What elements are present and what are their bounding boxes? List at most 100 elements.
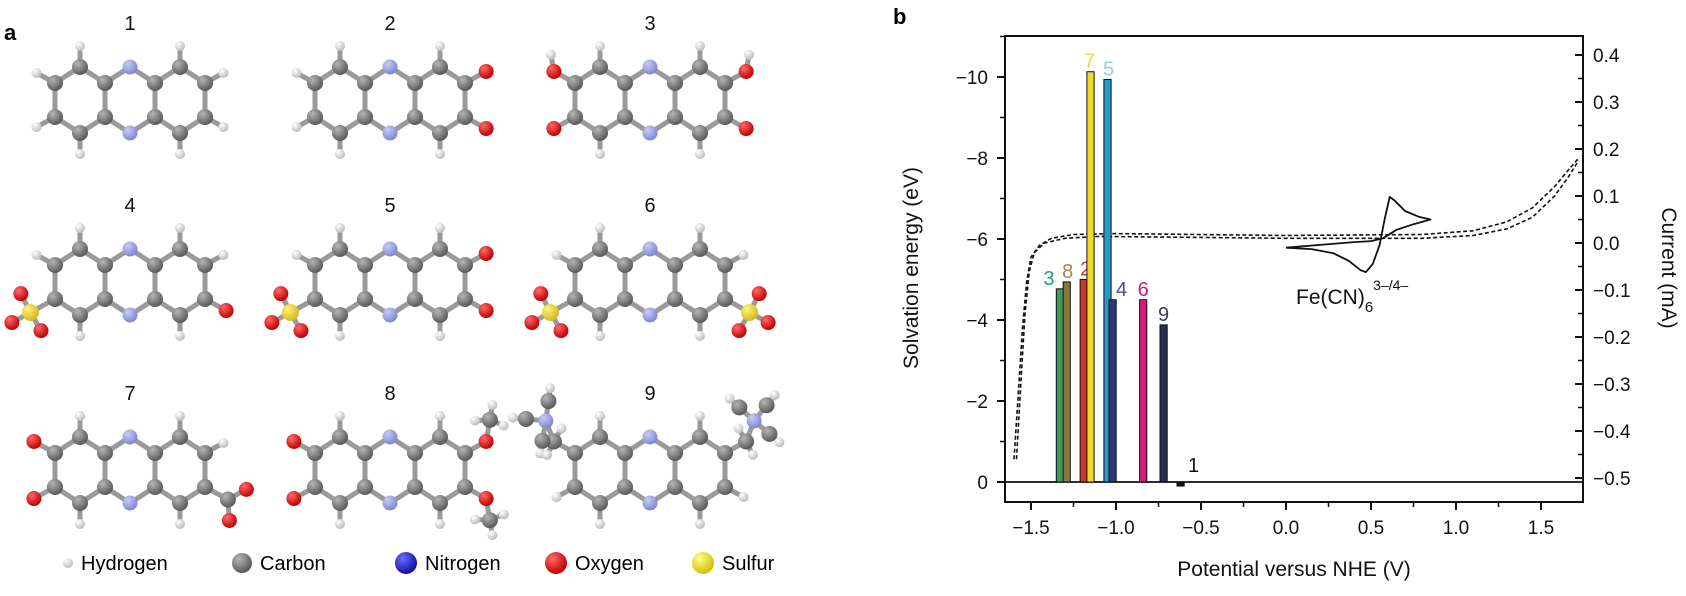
- molecule-label: 8: [384, 383, 395, 405]
- hydrogen-atom: [595, 149, 605, 159]
- carbon-atom: [692, 59, 708, 75]
- nitrogen-atom: [122, 59, 138, 75]
- legend-item-oxygen: Oxygen: [545, 552, 644, 575]
- carbon-atom: [357, 109, 373, 125]
- hydrogen-atom: [435, 331, 445, 341]
- atom-legend: Hydrogen Carbon Nitrogen Oxygen Sulfur: [63, 552, 775, 575]
- y2-tick-label: −0.5: [1593, 469, 1631, 490]
- panel-b: b 3 8 27 54 691 −1.5 −1.0 −0.5 0.0 0.5 1.0 1.5−10−…: [893, 4, 1680, 581]
- nitrogen-atom: [642, 241, 658, 257]
- hydrogen-atom: [435, 41, 445, 51]
- hydrogen-atom: [695, 411, 705, 421]
- carbon-atom: [147, 75, 163, 91]
- carbon-atom: [307, 109, 323, 125]
- fe-cn-cv-curve: [1285, 195, 1432, 274]
- hydrogen-atom: [545, 49, 556, 60]
- oxygen-atom: [760, 315, 776, 331]
- bar-2: [1079, 279, 1088, 483]
- carbon-atom: [357, 75, 373, 91]
- x-axis-label: Potential versus NHE (V): [1177, 558, 1410, 581]
- carbon-atom: [407, 445, 423, 461]
- oxygen-atom: [524, 315, 540, 331]
- y2-tick-label: −0.4: [1593, 422, 1631, 443]
- nitrogen-atom: [122, 495, 138, 511]
- oxygen-atom: [478, 63, 494, 79]
- carbon-atom: [197, 257, 213, 273]
- sulfur-atom: [281, 303, 299, 321]
- carbon-atom: [481, 411, 498, 428]
- y-tick-label: −4: [966, 311, 988, 332]
- molecule-label: 2: [384, 13, 395, 35]
- carbon-atom: [97, 445, 113, 461]
- oxygen-atom: [546, 121, 562, 137]
- hydrogen-atom: [738, 249, 749, 260]
- carbon-atom: [307, 257, 323, 273]
- hydrogen-atom: [291, 67, 302, 78]
- oxygen-atom: [478, 245, 494, 261]
- bar-4: [1108, 299, 1117, 483]
- carbon-atom: [357, 291, 373, 307]
- dashed-cv-curve: [1013, 157, 1580, 460]
- hydrogen-atom: [551, 249, 562, 260]
- carbon-atom: [172, 429, 188, 445]
- carbon-atom: [357, 479, 373, 495]
- x-tick-label: −1.5: [1012, 518, 1050, 539]
- hydrogen-atom: [175, 331, 185, 341]
- hydrogen-atom: [733, 423, 744, 434]
- oxygen-atom: [731, 323, 747, 339]
- y2-tick-label: 0.4: [1593, 46, 1620, 67]
- hydrogen-atom: [595, 411, 605, 421]
- y-axis-label: Solvation energy (eV): [900, 167, 923, 369]
- oxygen-atom: [264, 315, 280, 331]
- hydrogen-atom: [31, 249, 42, 260]
- carbon-atom: [717, 445, 733, 461]
- bar-label-9: 9: [1158, 304, 1169, 326]
- y-tick-label: −10: [956, 68, 988, 89]
- legend-label: Sulfur: [722, 553, 775, 575]
- carbon-atom: [540, 393, 557, 410]
- carbon-atom: [357, 445, 373, 461]
- hydrogen-atom: [595, 41, 605, 51]
- oxygen-atom: [218, 303, 234, 319]
- oxygen-atom: [26, 491, 42, 507]
- hydrogen-atom: [498, 420, 509, 431]
- hydrogen-atom: [335, 411, 345, 421]
- legend-label: Carbon: [260, 553, 326, 575]
- carbon-atom: [332, 125, 348, 141]
- bar-label-4: 4: [1116, 279, 1127, 301]
- carbon-atom: [717, 479, 733, 495]
- y2-tick-label: −0.1: [1593, 281, 1631, 302]
- oxygen-atom: [738, 63, 754, 79]
- hydrogen-atom: [695, 519, 705, 529]
- carbon-atom: [97, 291, 113, 307]
- oxygen-atom: [478, 491, 494, 507]
- hydrogen-atom: [291, 122, 302, 133]
- y2-axis-label: Current (mA): [1657, 207, 1680, 328]
- bar-9: [1159, 324, 1168, 483]
- x-tick-label: 1.5: [1528, 518, 1554, 539]
- nitrogen-atom: [642, 495, 658, 511]
- carbon-atom: [717, 291, 733, 307]
- cv-curves: [1013, 157, 1580, 460]
- x-tick-label: −1.0: [1097, 518, 1135, 539]
- hydrogen-atom: [469, 514, 480, 525]
- y-tick-label: 0: [977, 473, 988, 494]
- carbon-atom: [692, 241, 708, 257]
- hydrogen-atom: [695, 331, 705, 341]
- hydrogen-atom: [218, 122, 229, 133]
- carbon-atom: [172, 59, 188, 75]
- carbon-atom: [432, 429, 448, 445]
- nitrogen-atom: [122, 307, 138, 323]
- carbon-atom: [332, 241, 348, 257]
- carbon-atom: [97, 479, 113, 495]
- bars: 3 8 2 7 5 4 69 1: [1043, 51, 1199, 487]
- chart: 3 8 27 54 691 −1.5 −1.0 −0.5 0.0 0.5 1.0 1.5−10−8−…: [900, 35, 1680, 581]
- hydrogen-atom: [75, 149, 85, 159]
- hydrogen-atom: [218, 249, 229, 260]
- carbon-atom: [457, 291, 473, 307]
- x-tick-label: 1.0: [1443, 518, 1469, 539]
- carbon-atom: [172, 495, 188, 511]
- hydrogen-atom: [487, 399, 498, 410]
- carbon-atom: [567, 75, 583, 91]
- hydrogen-atom: [175, 411, 185, 421]
